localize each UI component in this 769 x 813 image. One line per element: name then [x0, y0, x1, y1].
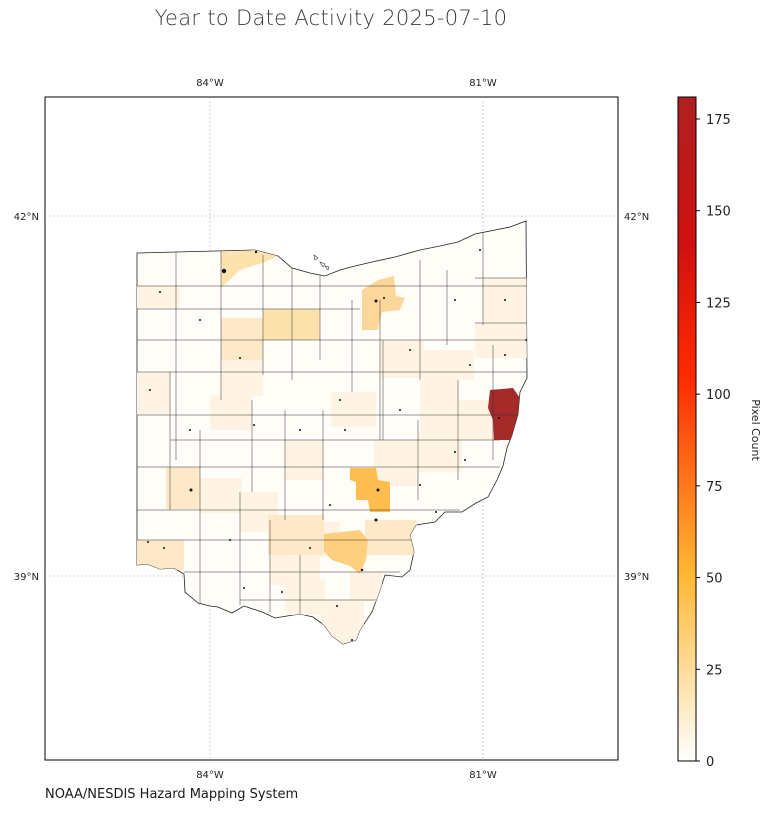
- county-eastern-max: [488, 388, 520, 440]
- county-northwest: [221, 250, 278, 288]
- colorbar: 0 25 50 75 100 125 150 175 Pixel Count: [677, 96, 762, 770]
- lon-label-top-81: 81°W: [469, 78, 497, 89]
- lon-label-bottom-81: 81°W: [469, 770, 497, 781]
- colorbar-tick-label: 125: [706, 296, 731, 311]
- colorbar-tick-label: 150: [706, 205, 731, 220]
- colorbar-ticks: 0 25 50 75 100 125 150 175: [696, 113, 731, 770]
- county-south-central: [324, 530, 368, 574]
- map-title: Year to Date Activity 2025-07-10: [154, 6, 508, 30]
- lon-label-top-84: 84°W: [196, 78, 224, 89]
- credit-text: NOAA/NESDIS Hazard Mapping System: [45, 787, 299, 802]
- lon-label-bottom-84: 84°W: [196, 770, 224, 781]
- county-erie-area: [362, 276, 405, 330]
- graticule: [45, 97, 618, 760]
- lake-islands: [313, 254, 330, 271]
- county-central: [350, 468, 390, 512]
- lat-label-left-39: 39°N: [14, 572, 39, 583]
- axis-labels: 84°W 81°W 84°W 81°W 42°N 39°N 42°N 39°N: [14, 78, 649, 781]
- colorbar-tick-label: 50: [706, 572, 723, 587]
- colorbar-gradient: [677, 96, 697, 762]
- colorbar-tick-label: 100: [706, 388, 731, 403]
- lat-label-right-39: 39°N: [624, 572, 649, 583]
- colorbar-label: Pixel Count: [749, 399, 762, 461]
- colorbar-tick-label: 0: [706, 755, 714, 770]
- county-boundaries: [137, 230, 527, 614]
- colorbar-tick-label: 175: [706, 113, 731, 128]
- counties: [137, 230, 527, 644]
- colorbar-tick-label: 75: [706, 480, 723, 495]
- colorbar-tick-label: 25: [706, 663, 723, 678]
- county-medium-tints: [137, 318, 417, 570]
- county-north-central: [263, 309, 320, 340]
- county-light-tints: [137, 278, 527, 644]
- lat-label-right-42: 42°N: [624, 212, 649, 223]
- lat-label-left-42: 42°N: [14, 212, 39, 223]
